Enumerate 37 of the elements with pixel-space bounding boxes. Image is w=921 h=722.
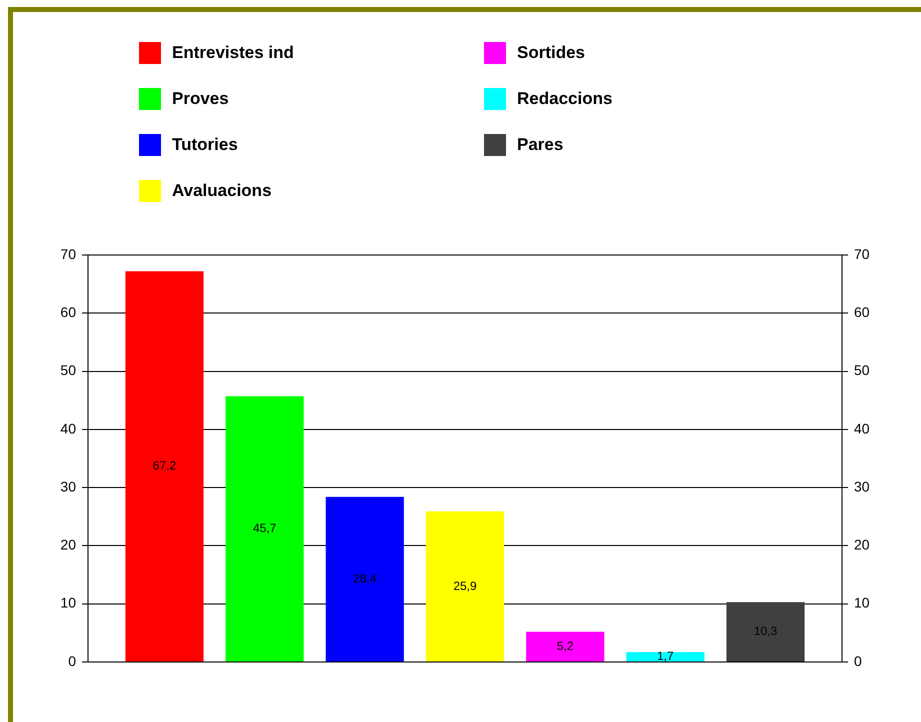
legend-label: Redaccions	[517, 89, 612, 109]
bar	[726, 602, 805, 662]
data-label: 1,7	[657, 649, 674, 664]
y2-tick-label: 30	[854, 478, 870, 494]
y-tick-label: 60	[60, 304, 76, 320]
y2-tick-label: 20	[854, 536, 870, 553]
bar	[125, 271, 204, 662]
y-tick-label: 30	[60, 478, 76, 494]
bar	[326, 496, 404, 662]
legend-label: Entrevistes ind	[172, 43, 294, 63]
legend-label: Avaluacions	[172, 181, 272, 201]
data-label: 10,3	[754, 624, 778, 638]
data-label: 5,2	[556, 638, 574, 653]
legend-label: Proves	[172, 89, 229, 109]
bar	[226, 396, 304, 662]
y2-tick-label: 70	[854, 246, 870, 262]
data-label: 25,9	[453, 578, 477, 593]
data-label: 67,2	[152, 458, 176, 473]
y2-tick-label: 10	[854, 594, 870, 611]
y2-tick-label: 60	[854, 304, 870, 320]
y2-tick-label: 40	[854, 420, 870, 436]
bar	[426, 511, 504, 662]
legend-label: Tutories	[172, 135, 238, 155]
y2-tick-label: 50	[854, 362, 870, 378]
y-tick-label: 70	[60, 246, 76, 262]
legend-label: Pares	[517, 135, 564, 155]
y2-tick-label: 0	[854, 652, 862, 669]
bar	[526, 632, 604, 662]
y-tick-label: 40	[60, 420, 76, 436]
bar	[626, 652, 704, 662]
y-tick-label: 20	[60, 536, 76, 553]
legend-label: Sortides	[517, 43, 586, 63]
y-tick-label: 50	[60, 362, 76, 378]
data-label: 28,4	[353, 572, 377, 586]
y-tick-label: 0	[68, 652, 76, 669]
y-tick-label: 10	[60, 594, 76, 611]
data-label: 45,7	[252, 521, 277, 536]
